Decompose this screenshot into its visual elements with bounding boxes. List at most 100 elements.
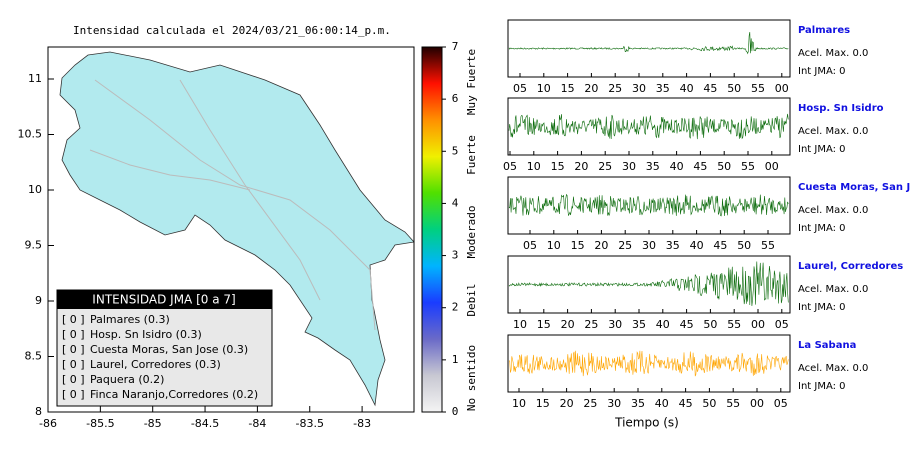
x-tick-label: -84 — [248, 417, 266, 430]
time-tick-label: 25 — [584, 318, 598, 331]
y-tick-label: 10 — [28, 183, 42, 196]
time-tick-label: 20 — [584, 82, 598, 95]
time-tick-label: 55 — [726, 397, 740, 410]
colorbar-tick-label: 0 — [452, 405, 459, 418]
time-tick-label: 40 — [670, 160, 684, 173]
time-tick-label: 15 — [536, 397, 550, 410]
legend-title: INTENSIDAD JMA [0 a 7] — [92, 293, 235, 307]
time-tick-label: 45 — [693, 160, 707, 173]
legend-intensity: [ 0 ] — [62, 313, 85, 326]
time-tick-label: 35 — [632, 318, 646, 331]
legend-intensity: [ 0 ] — [62, 328, 85, 341]
time-tick-label: 25 — [608, 82, 622, 95]
station-intensity: Int JMA: 0 — [798, 144, 846, 155]
legend-station: Finca Naranjo,Corredores (0.2) — [90, 388, 258, 401]
y-tick-label: 8.5 — [25, 350, 43, 363]
colorbar-tick-label: 6 — [452, 92, 459, 105]
x-tick-label: -83.5 — [296, 417, 324, 430]
time-tick-label: 50 — [727, 82, 741, 95]
colorbar-tick-label: 4 — [452, 196, 459, 209]
road — [179, 79, 321, 301]
time-tick-label: 55 — [741, 160, 755, 173]
station-acceleration: Acel. Max. 0.0 — [798, 205, 868, 216]
map-title: Intensidad calculada el 2024/03/21_06:00… — [73, 24, 391, 37]
station-name: Laurel, Corredores — [798, 261, 903, 272]
intensity-level: Muy Fuerte — [465, 49, 478, 115]
time-tick-label: 35 — [656, 82, 670, 95]
colorbar-tick-label: 5 — [452, 144, 459, 157]
time-tick-label: 35 — [666, 239, 680, 252]
waveform — [508, 261, 789, 307]
legend-intensity: [ 0 ] — [62, 343, 85, 356]
y-tick-label: 8 — [35, 405, 42, 418]
x-tick-label: -85 — [144, 417, 162, 430]
colorbar-tick-label: 1 — [452, 353, 459, 366]
station-acceleration: Acel. Max. 0.0 — [798, 126, 868, 137]
time-tick-label: 25 — [618, 239, 632, 252]
map-frame — [47, 46, 415, 413]
x-tick-label: -86 — [39, 417, 57, 430]
time-tick-label: 20 — [560, 397, 574, 410]
legend-intensity: [ 0 ] — [62, 388, 85, 401]
station-name: Hosp. Sn Isidro — [798, 103, 884, 114]
x-axis-label: Tiempo (s) — [614, 416, 679, 430]
y-tick-label: 9 — [35, 294, 42, 307]
time-tick-label: 55 — [727, 318, 741, 331]
time-tick-label: 30 — [608, 318, 622, 331]
legend-intensity: [ 0 ] — [62, 373, 85, 386]
station-intensity: Int JMA: 0 — [798, 66, 846, 77]
time-tick-label: 05 — [523, 239, 537, 252]
time-tick-label: 25 — [598, 160, 612, 173]
time-tick-label: 00 — [765, 160, 779, 173]
time-tick-label: 15 — [551, 160, 565, 173]
time-tick-label: 50 — [737, 239, 751, 252]
legend-station: Cuesta Moras, San Jose (0.3) — [90, 343, 248, 356]
waveform — [508, 113, 789, 140]
legend-station: Palmares (0.3) — [90, 313, 170, 326]
time-tick-label: 30 — [632, 82, 646, 95]
time-tick-label: 05 — [775, 318, 789, 331]
time-tick-label: 05 — [774, 397, 788, 410]
legend-intensity: [ 0 ] — [62, 358, 85, 371]
time-tick-label: 00 — [775, 82, 789, 95]
time-tick-label: 15 — [537, 318, 551, 331]
intensity-level: No sentido — [465, 345, 478, 411]
time-tick-label: 45 — [679, 397, 693, 410]
time-tick-label: 10 — [537, 82, 551, 95]
station-intensity: Int JMA: 0 — [798, 223, 846, 234]
time-tick-label: 50 — [703, 318, 717, 331]
land — [59, 51, 414, 407]
x-tick-label: -84.5 — [191, 417, 219, 430]
y-tick-label: 9.5 — [25, 239, 43, 252]
time-tick-label: 20 — [594, 239, 608, 252]
waveform — [509, 350, 789, 377]
time-tick-label: 10 — [527, 160, 541, 173]
road — [89, 149, 251, 191]
waveform — [508, 193, 789, 217]
station-acceleration: Acel. Max. 0.0 — [798, 48, 868, 59]
time-tick-label: 30 — [622, 160, 636, 173]
station-name: Palmares — [798, 25, 850, 36]
time-tick-label: 25 — [583, 397, 597, 410]
time-tick-label: 50 — [717, 160, 731, 173]
time-tick-label: 35 — [646, 160, 660, 173]
time-tick-label: 45 — [703, 82, 717, 95]
time-tick-label: 40 — [690, 239, 704, 252]
legend-station: Paquera (0.2) — [90, 373, 164, 386]
time-tick-label: 45 — [680, 318, 694, 331]
x-tick-label: -85.5 — [86, 417, 114, 430]
time-tick-label: 30 — [642, 239, 656, 252]
station-intensity: Int JMA: 0 — [798, 381, 846, 392]
colorbar-tick-label: 3 — [452, 249, 459, 262]
legend-station: Hosp. Sn Isidro (0.3) — [90, 328, 202, 341]
colorbar-tick-label: 7 — [452, 40, 459, 53]
intensity-level: Debil — [465, 283, 478, 316]
time-tick-label: 05 — [513, 82, 527, 95]
time-tick-label: 55 — [761, 239, 775, 252]
time-tick-label: 10 — [513, 318, 527, 331]
y-tick-label: 11 — [28, 72, 42, 85]
time-tick-label: 55 — [751, 82, 765, 95]
time-tick-label: 00 — [750, 397, 764, 410]
time-tick-label: 30 — [607, 397, 621, 410]
